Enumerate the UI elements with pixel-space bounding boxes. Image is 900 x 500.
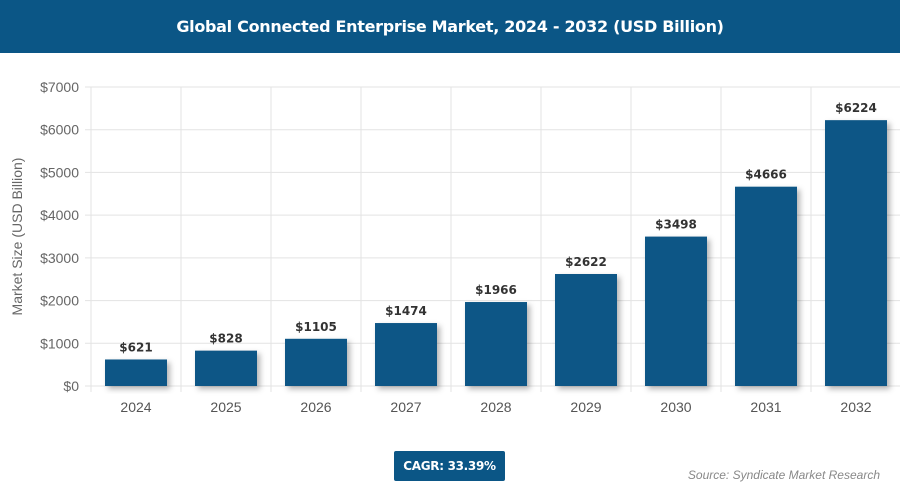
y-tick-label: $3000: [40, 250, 79, 266]
y-axis-title: Market Size (USD Billion): [9, 158, 25, 316]
bar-2032: [825, 120, 887, 386]
y-tick-label: $0: [63, 378, 79, 394]
cagr-badge: CAGR: 33.39%: [394, 451, 505, 481]
y-tick-label: $1000: [40, 335, 79, 351]
x-tick-label: 2025: [210, 399, 241, 415]
x-tick-label: 2029: [570, 399, 601, 415]
y-tick-label: $2000: [40, 293, 79, 309]
x-tick-label: 2030: [660, 399, 691, 415]
bar-2025: [195, 350, 257, 386]
bar-2031: [735, 186, 797, 386]
data-label: $4666: [745, 168, 787, 182]
y-tick-label: $4000: [40, 207, 79, 223]
y-tick-label: $5000: [40, 164, 79, 180]
data-label: $621: [119, 340, 152, 354]
data-label: $6224: [835, 101, 877, 115]
x-tick-label: 2031: [750, 399, 781, 415]
x-tick-label: 2027: [390, 399, 421, 415]
bar-2028: [465, 302, 527, 386]
data-label: $828: [209, 332, 242, 346]
data-label: $2622: [565, 255, 607, 269]
y-tick-label: $6000: [40, 122, 79, 138]
bar-2030: [645, 236, 707, 386]
x-tick-label: 2026: [300, 399, 331, 415]
x-tick-label: 2024: [120, 399, 151, 415]
bar-2029: [555, 274, 617, 386]
x-tick-label: 2032: [840, 399, 871, 415]
data-label: $1105: [295, 320, 337, 334]
y-tick-label: $7000: [40, 79, 79, 95]
data-label: $3498: [655, 218, 697, 232]
data-label: $1966: [475, 283, 517, 297]
bar-2026: [285, 338, 347, 386]
bar-2024: [105, 359, 167, 386]
bar-2027: [375, 323, 437, 386]
data-label: $1474: [385, 304, 427, 318]
source-note: Source: Syndicate Market Research: [687, 468, 880, 482]
x-tick-label: 2028: [480, 399, 511, 415]
chart-title: Global Connected Enterprise Market, 2024…: [0, 0, 900, 53]
